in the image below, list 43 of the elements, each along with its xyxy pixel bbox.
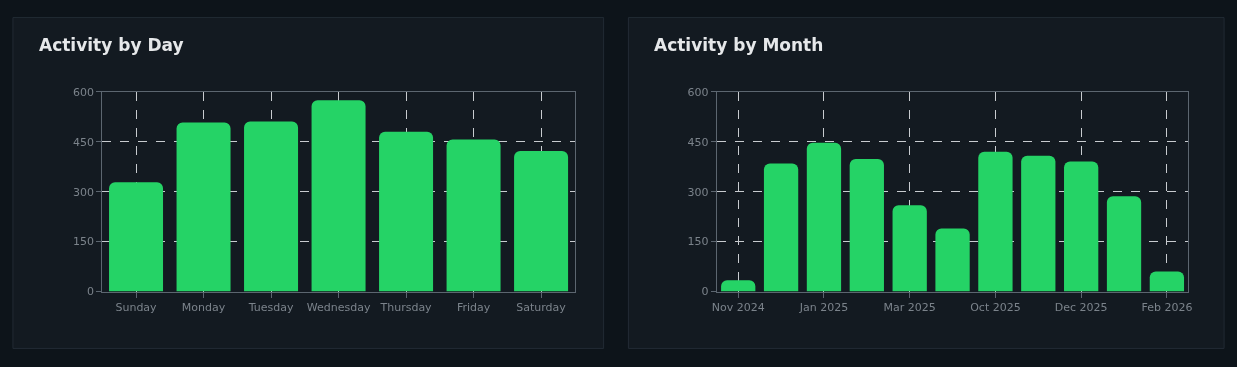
x-tick-label: Saturday: [516, 300, 567, 314]
bar: [311, 100, 366, 292]
bar: [721, 280, 756, 292]
bar: [806, 142, 842, 292]
bar: [379, 131, 434, 292]
bar: [1021, 155, 1056, 292]
bar: [978, 151, 1013, 292]
bar: [109, 182, 164, 292]
y-tick-label: 300: [687, 185, 709, 199]
bar: [176, 122, 231, 292]
y-tick-label: 300: [73, 185, 95, 199]
x-tick-label: Nov 2024: [711, 300, 765, 314]
x-tick-label: Dec 2025: [1054, 300, 1108, 314]
bar: [1106, 196, 1142, 292]
x-tick-label: Tuesday: [247, 300, 294, 314]
bar: [1064, 161, 1099, 292]
bar: [935, 228, 970, 292]
y-tick-label: 600: [687, 85, 709, 99]
y-tick-label: 450: [73, 135, 95, 149]
y-tick-label: 600: [73, 85, 95, 99]
bar: [1149, 271, 1185, 292]
y-tick-label: 150: [687, 235, 709, 249]
chart-title: Activity by Day: [39, 35, 184, 55]
bar: [849, 159, 884, 292]
x-tick-label: Feb 2026: [1141, 300, 1193, 314]
y-tick-label: 450: [687, 135, 709, 149]
x-tick-label: Sunday: [115, 300, 158, 314]
y-tick-label: 150: [73, 235, 95, 249]
bar: [244, 121, 299, 292]
x-tick-label: Jan 2025: [798, 300, 849, 314]
x-tick-label: Wednesday: [306, 300, 371, 314]
x-tick-label: Mar 2025: [883, 300, 936, 314]
x-tick-label: Friday: [456, 300, 491, 314]
bar: [514, 151, 569, 292]
chart-title: Activity by Month: [654, 35, 824, 55]
bar: [446, 139, 501, 292]
bar: [763, 163, 799, 292]
y-tick-label: 0: [701, 285, 709, 299]
x-tick-label: Oct 2025: [970, 300, 1021, 314]
x-tick-label: Monday: [181, 300, 226, 314]
x-tick-label: Thursday: [379, 300, 433, 314]
bar: [892, 205, 927, 292]
y-tick-label: 0: [87, 285, 95, 299]
